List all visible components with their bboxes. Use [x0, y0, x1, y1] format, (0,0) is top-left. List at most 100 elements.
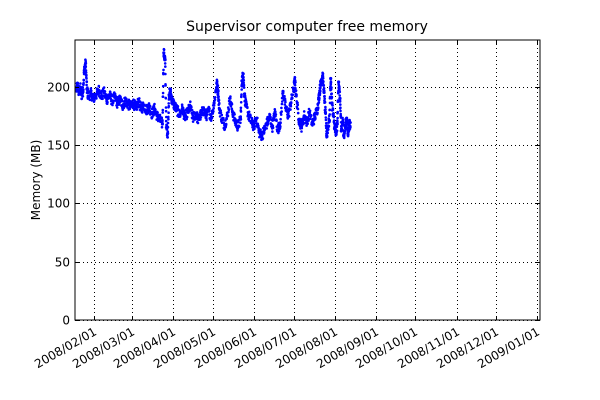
data-point — [190, 108, 194, 112]
data-point — [161, 111, 164, 114]
data-point — [97, 84, 101, 88]
data-point — [349, 125, 352, 129]
data-point — [332, 119, 336, 122]
data-point — [209, 119, 213, 122]
data-point — [88, 98, 92, 102]
y-axis: 0 50 100 150 200 — [47, 81, 540, 328]
data-point — [245, 100, 248, 104]
data-point — [213, 98, 217, 102]
data-point — [281, 100, 284, 103]
data-point — [279, 117, 282, 121]
data-point — [295, 93, 298, 96]
data-point — [318, 96, 321, 100]
data-point — [301, 120, 305, 124]
data-point — [226, 114, 230, 118]
data-point — [111, 103, 114, 107]
data-point — [218, 101, 221, 105]
data-point — [161, 91, 165, 95]
data-point — [330, 95, 334, 99]
data-point — [294, 81, 297, 84]
data-point — [275, 119, 278, 123]
data-point — [84, 71, 88, 74]
data-point — [216, 84, 220, 87]
data-point — [162, 51, 166, 55]
data-point — [293, 83, 297, 87]
data-point — [90, 89, 93, 92]
data-point — [253, 122, 256, 125]
data-point — [80, 97, 84, 100]
data-point — [239, 106, 243, 110]
data-point — [322, 80, 325, 83]
data-point — [240, 83, 244, 87]
data-point — [164, 84, 167, 87]
data-point — [167, 115, 170, 119]
data-point — [242, 83, 246, 87]
data-point — [325, 121, 328, 125]
data-point — [335, 125, 339, 129]
data-point — [244, 96, 247, 99]
data-point — [336, 116, 339, 120]
data-point — [141, 101, 145, 104]
data-point — [336, 120, 339, 124]
data-point — [166, 130, 170, 133]
data-point — [218, 115, 222, 118]
data-point — [220, 113, 224, 117]
data-point — [225, 117, 228, 121]
data-point — [335, 122, 339, 126]
data-point — [161, 108, 165, 112]
data-point — [300, 130, 303, 133]
data-point — [126, 106, 129, 109]
data-point — [185, 115, 189, 119]
data-point — [158, 113, 162, 117]
data-point — [215, 80, 219, 83]
data-point — [212, 110, 215, 113]
data-point — [339, 106, 342, 109]
y-axis-label: Memory (MB) — [29, 140, 43, 221]
data-point — [278, 121, 282, 125]
data-point — [212, 104, 216, 107]
data-point — [341, 116, 344, 120]
data-point — [179, 114, 182, 117]
data-point — [296, 103, 300, 107]
data-point — [170, 95, 174, 98]
data-point — [217, 95, 220, 98]
data-point — [138, 97, 141, 100]
data-point — [245, 102, 249, 106]
data-point — [320, 84, 323, 87]
data-point — [316, 111, 319, 115]
data-point — [333, 122, 336, 126]
data-point — [327, 124, 331, 128]
data-point — [296, 111, 300, 115]
data-point — [260, 133, 264, 137]
data-point — [287, 112, 290, 115]
data-point — [296, 101, 299, 105]
data-point — [162, 48, 166, 52]
data-point — [95, 97, 98, 100]
data-point — [285, 105, 289, 109]
data-point — [161, 119, 164, 122]
data-point — [164, 97, 168, 100]
data-point — [343, 132, 346, 135]
data-point — [84, 61, 88, 65]
data-point — [164, 119, 168, 123]
data-point — [103, 90, 107, 93]
data-point — [238, 125, 241, 128]
data-point — [113, 92, 117, 96]
data-point — [249, 114, 252, 118]
data-point — [291, 96, 294, 100]
data-point — [323, 97, 327, 100]
data-point — [331, 104, 334, 107]
data-point — [339, 109, 342, 113]
data-point — [217, 89, 220, 92]
data-point — [81, 90, 85, 93]
data-point — [325, 135, 329, 138]
data-point — [206, 113, 209, 116]
data-point — [341, 121, 345, 125]
data-point — [271, 124, 275, 128]
data-point — [271, 130, 274, 133]
data-point — [328, 108, 332, 112]
data-point — [242, 75, 245, 79]
data-point — [81, 86, 84, 89]
data-point — [341, 118, 345, 122]
